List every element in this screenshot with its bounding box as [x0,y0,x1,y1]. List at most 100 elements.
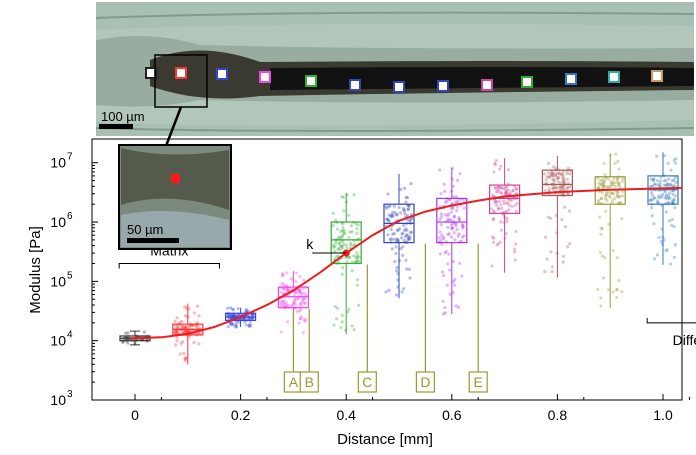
data-point [610,182,614,186]
data-point [491,218,495,222]
data-point [611,290,615,294]
data-point [337,235,341,239]
data-point [342,209,346,213]
data-point [650,214,654,218]
data-point [340,195,344,199]
data-point [332,323,336,327]
data-point [285,287,289,291]
data-point [386,233,390,237]
data-point [493,200,497,204]
data-point [181,325,185,329]
data-point [457,232,461,236]
data-point [339,229,343,234]
data-point [399,187,403,192]
data-point [671,192,675,196]
data-point [289,277,294,281]
data-point [401,206,405,211]
data-point [408,235,412,239]
data-point [492,236,496,240]
data-point [173,319,177,324]
data-point [405,213,409,218]
data-point [184,306,189,310]
data-point [406,204,410,208]
data-point [179,341,183,346]
data-point [498,240,502,244]
data-point [549,172,553,176]
data-point [552,179,556,183]
data-point [600,177,605,182]
data-point [234,323,238,327]
data-point [183,356,187,360]
data-point [187,335,191,339]
data-point [500,207,504,211]
data-point [402,208,406,212]
data-point [405,267,409,271]
data-point [394,245,398,249]
data-point [666,161,670,165]
data-point [248,324,253,328]
data-point [292,301,296,305]
data-point [447,232,451,236]
data-point [666,193,671,197]
data-point [451,279,455,284]
data-point [652,257,657,261]
data-point [657,183,661,187]
x-axis: 00.20.40.60.81.01.2 [131,394,690,423]
data-point [612,177,616,181]
data-point [566,191,570,196]
data-point [596,186,600,190]
data-point [347,307,351,311]
data-point [183,330,187,334]
data-point [438,230,442,234]
data-point [660,194,664,198]
data-point [344,255,348,259]
data-point [672,224,676,229]
data-point [495,190,499,194]
micrograph-marker [437,80,449,92]
scale-bar-inset-label: 50 µm [127,222,163,237]
data-point [673,206,677,210]
data-point [350,324,354,328]
data-point [673,243,677,247]
data-point [494,199,498,203]
data-point [610,191,615,195]
data-point [563,225,568,229]
data-point [514,209,518,213]
data-point [292,300,296,305]
data-point [399,247,403,251]
letter-box [415,371,435,393]
data-point [615,180,619,184]
data-point [673,194,677,198]
data-point [616,190,620,194]
data-point [453,283,457,287]
data-point [385,206,389,211]
data-point [514,187,518,191]
data-point [439,192,443,196]
data-point [664,249,668,253]
data-point [617,181,621,185]
data-point [504,188,508,192]
data-point [405,233,410,237]
data-point [439,212,444,216]
data-point [304,318,308,322]
data-point [504,191,508,195]
data-point [449,218,453,222]
data-point [546,171,551,175]
data-point [493,163,497,167]
data-point [281,291,286,296]
data-point [499,185,504,190]
data-point [672,158,676,162]
data-point [244,323,248,327]
data-point [230,322,235,326]
data-point [450,226,454,230]
x-tick-label: 0.4 [336,407,356,423]
y-tick-exponent: 5 [67,270,73,281]
data-point [561,260,565,264]
data-point [559,188,563,192]
data-point [300,291,304,295]
data-point [562,188,566,192]
data-point [279,303,283,307]
letter-label: C [362,374,372,390]
data-point [603,196,608,201]
